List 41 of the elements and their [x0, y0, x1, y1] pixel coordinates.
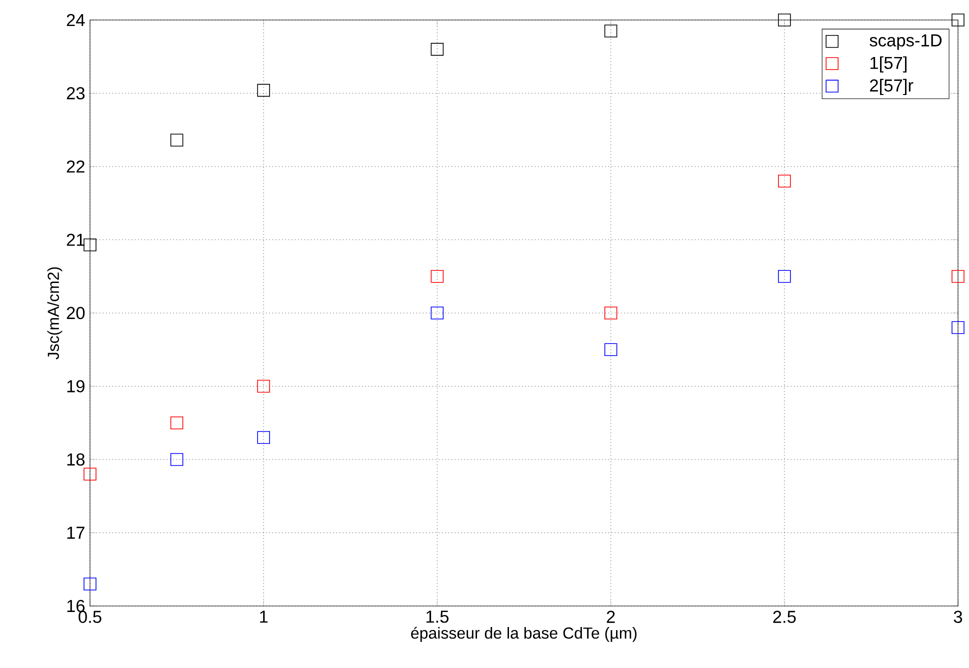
x-axis-title: épaisseur de la base CdTe (µm)	[411, 626, 637, 642]
y-tick-label: 17	[67, 526, 84, 539]
legend-label: 2[57]r	[870, 78, 914, 96]
point	[84, 238, 96, 252]
point	[257, 380, 270, 393]
point	[604, 24, 618, 38]
y-axis-title: Jsc(mA/cm2)	[47, 267, 62, 360]
point	[430, 270, 444, 283]
y-tick-label: 16	[67, 600, 85, 612]
legend-label: scaps-1D	[870, 34, 942, 50]
point	[430, 42, 444, 56]
y-tick-label: 19	[67, 380, 84, 392]
point	[170, 416, 184, 430]
point	[952, 14, 964, 26]
y-tick-label: 21	[66, 234, 84, 246]
point	[84, 578, 96, 590]
y-tick-label: 24	[66, 14, 85, 26]
point	[604, 306, 618, 320]
point	[170, 134, 184, 147]
x-tick-label: 3	[954, 610, 962, 623]
x-tick-label: 2	[606, 610, 615, 623]
x-tick-label: 1	[260, 610, 268, 623]
y-tick-label: 18	[67, 453, 85, 466]
legend-label: 1[57]	[870, 56, 906, 72]
y-tick-label: 23	[66, 87, 85, 100]
x-tick-label: 2.5	[773, 610, 796, 623]
point	[84, 468, 96, 481]
point	[257, 84, 270, 97]
point	[778, 270, 791, 283]
point	[604, 343, 618, 356]
point	[952, 270, 964, 283]
point	[778, 174, 791, 188]
point	[170, 453, 184, 466]
point	[257, 431, 270, 444]
y-tick-label: 22	[66, 160, 84, 173]
point	[952, 321, 964, 334]
point	[778, 14, 791, 26]
x-tick-label: 0.5	[78, 610, 102, 623]
point	[430, 306, 444, 320]
y-tick-label: 20	[66, 306, 85, 320]
x-tick-label: 1.5	[426, 610, 449, 623]
